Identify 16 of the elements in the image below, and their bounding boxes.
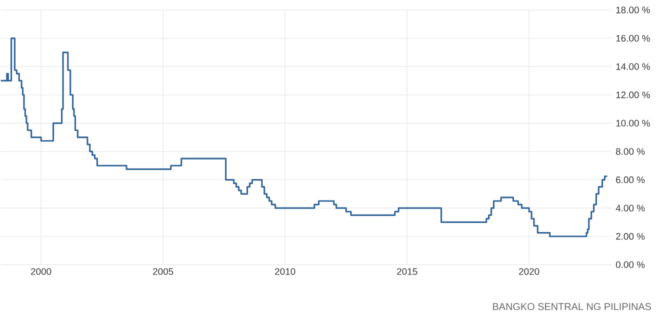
y-tick-label: 2.00 %: [616, 233, 645, 240]
y-tick-label: 6.00 %: [616, 176, 645, 184]
x-tick-label: 2020: [519, 268, 540, 276]
y-tick-label: 8.00 %: [616, 148, 645, 156]
x-tick-label: 2005: [153, 268, 174, 276]
x-tick-label: 2010: [275, 268, 296, 276]
y-tick-label: 12.00 %: [616, 92, 650, 98]
y-tick-label: 14.00 %: [616, 63, 650, 70]
x-tick-label: 2015: [397, 268, 418, 276]
y-tick-label: 4.00 %: [616, 204, 645, 212]
text: BANGKO SENTRAL NG PILIPINAS: [493, 303, 652, 310]
y-tick-label: 16.00 %: [616, 35, 650, 42]
y-tick-label: 0.00 %: [616, 262, 645, 268]
y-tick-label: 10.00 %: [616, 120, 650, 127]
x-tick-label: 2000: [31, 268, 52, 276]
y-tick-label: 18.00 %: [616, 6, 650, 14]
